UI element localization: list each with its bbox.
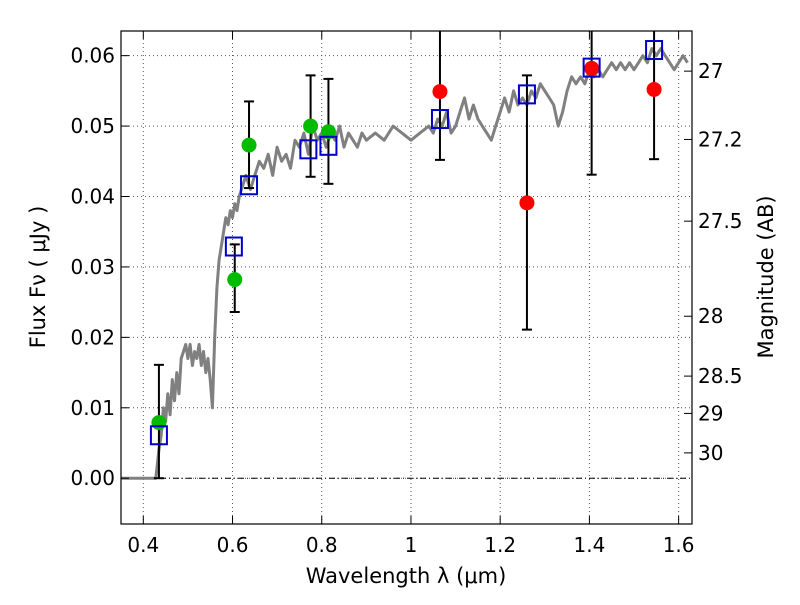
magnitude-tick-label: 30 bbox=[698, 441, 723, 465]
red-data-point bbox=[584, 60, 600, 76]
magnitude-axis-ticks: 27 27.2 27.5 28 28.5 29 30 bbox=[684, 59, 743, 465]
blue-square-marker bbox=[299, 139, 318, 160]
blue-square-marker bbox=[430, 109, 449, 130]
red-data-point bbox=[646, 81, 662, 97]
magnitude-tick-label: 27 bbox=[698, 59, 723, 83]
green-data-point bbox=[151, 415, 167, 431]
y-tick-label: 0.01 bbox=[70, 396, 115, 420]
green-data-point bbox=[241, 137, 257, 153]
y-tick-label: 0.04 bbox=[70, 185, 115, 209]
x-tick-label: 0.8 bbox=[306, 533, 338, 557]
x-tick-label: 0.4 bbox=[127, 533, 159, 557]
y-tick-label: 0.05 bbox=[70, 114, 115, 138]
y-tick-label: 0.00 bbox=[70, 466, 115, 490]
blue-square-marker bbox=[517, 84, 536, 105]
blue-square-marker bbox=[240, 175, 259, 196]
red-data-point bbox=[432, 84, 448, 100]
x-tick-label: 1.4 bbox=[573, 533, 605, 557]
x-tick-label: 1.2 bbox=[484, 533, 516, 557]
magnitude-tick-label: 27.5 bbox=[698, 209, 743, 233]
magnitude-tick-label: 29 bbox=[698, 401, 723, 425]
magnitude-tick-label: 27.2 bbox=[698, 127, 743, 151]
blue-square-marker bbox=[582, 57, 601, 78]
plot-frame bbox=[120, 30, 693, 525]
red-data-point bbox=[519, 195, 535, 211]
x-tick-label: 1.6 bbox=[663, 533, 695, 557]
green-data-point bbox=[320, 124, 336, 140]
x-axis-label: Wavelength λ (μm) bbox=[306, 564, 507, 588]
green-data-point bbox=[227, 272, 243, 288]
y-axis-ticks: 0.00 0.01 0.02 0.03 0.04 0.05 0.06 bbox=[70, 44, 129, 490]
magnitude-tick-label: 28 bbox=[698, 304, 723, 328]
blue-square-marker bbox=[224, 236, 243, 257]
x-tick-label: 1 bbox=[405, 533, 418, 557]
green-data-point bbox=[303, 118, 319, 134]
y-tick-label: 0.03 bbox=[70, 255, 115, 279]
magnitude-axis-label: Magnitude (AB) bbox=[754, 195, 778, 358]
x-tick-label: 0.6 bbox=[217, 533, 249, 557]
blue-squares bbox=[149, 40, 664, 446]
x-axis-ticks: 0.4 0.6 0.8 1 1.2 1.4 1.6 bbox=[127, 31, 695, 557]
blue-square-marker bbox=[645, 40, 664, 61]
magnitude-tick-label: 28.5 bbox=[698, 364, 743, 388]
y-tick-label: 0.02 bbox=[70, 325, 115, 349]
blue-square-marker bbox=[149, 425, 168, 446]
blue-square-marker bbox=[319, 135, 338, 156]
y-axis-label: Flux Fν ( μJy ) bbox=[26, 206, 50, 349]
red-points bbox=[432, 60, 662, 211]
y-tick-label: 0.06 bbox=[70, 44, 115, 68]
